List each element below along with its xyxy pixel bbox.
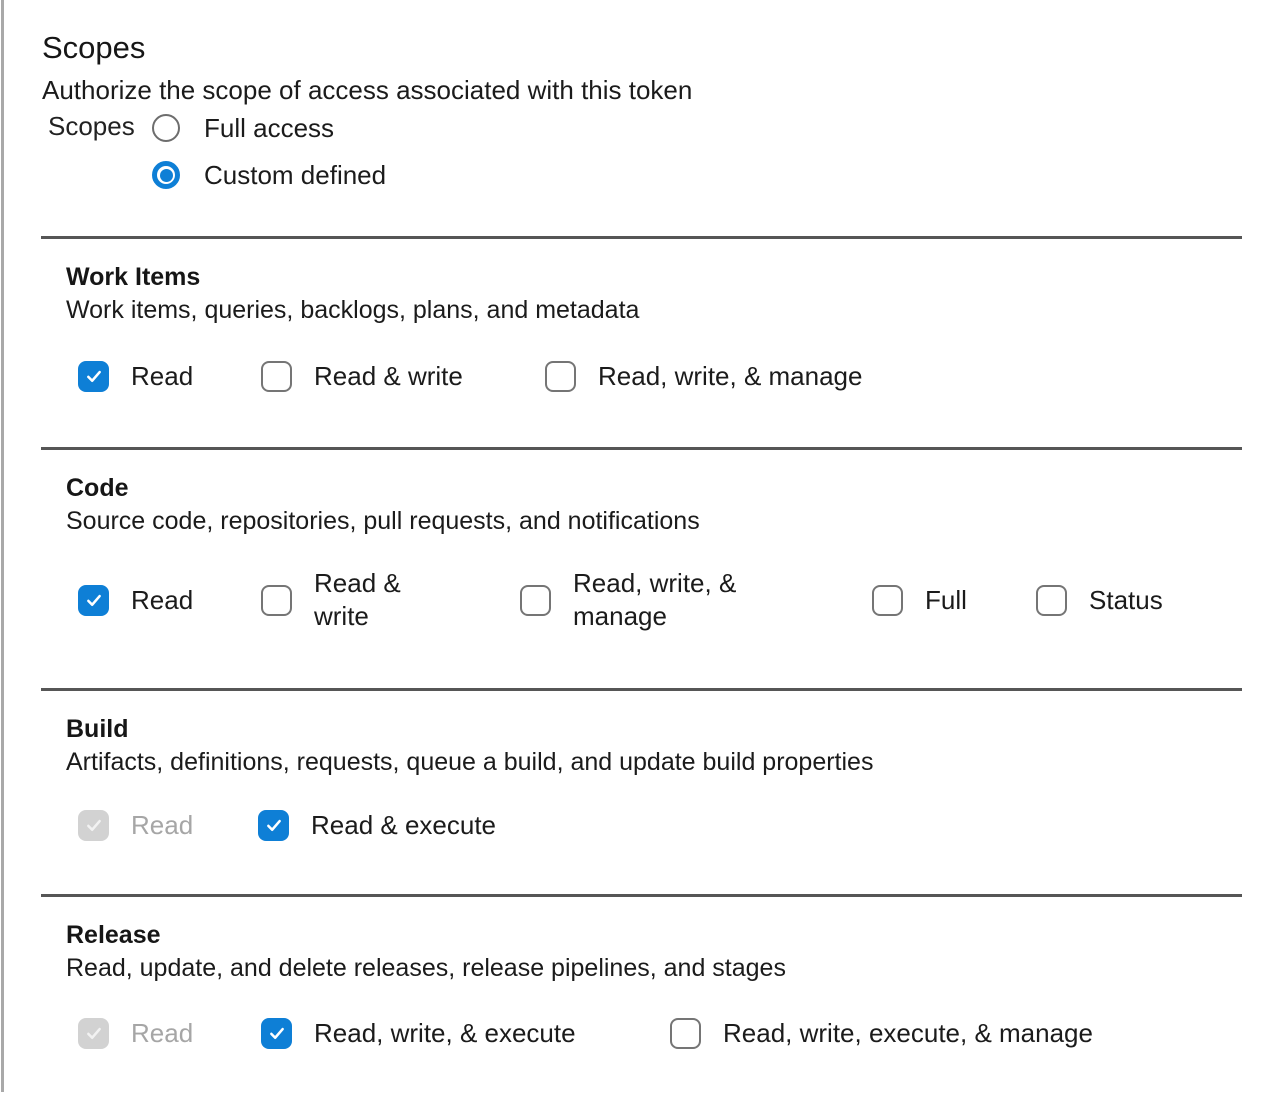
panel-left-border [1, 0, 4, 1092]
checkmark-icon [86, 819, 101, 831]
scope-checkbox-option[interactable]: Read & write [261, 340, 463, 412]
radio-full-access[interactable]: Full access [152, 113, 334, 143]
section-description: Artifacts, definitions, requests, queue … [66, 748, 874, 776]
checkbox[interactable] [261, 584, 292, 616]
scope-checkbox-option[interactable]: Read [78, 340, 193, 412]
checkbox[interactable] [1036, 584, 1067, 616]
checkmark-icon [86, 370, 101, 382]
checkbox[interactable] [261, 1017, 292, 1049]
checkbox[interactable] [78, 360, 109, 392]
radio-icon[interactable] [152, 161, 180, 189]
checkbox-label[interactable]: Read [131, 584, 194, 615]
section-title: Build [66, 715, 129, 743]
section-description: Read, update, and delete releases, relea… [66, 954, 786, 982]
checkmark-icon [266, 819, 281, 831]
checkbox[interactable] [872, 584, 903, 616]
checkbox [78, 1017, 109, 1049]
radio-custom-defined[interactable]: Custom defined [152, 160, 386, 190]
section-title: Code [66, 474, 129, 502]
checkmark-icon [86, 1027, 101, 1039]
scope-checkbox-option[interactable]: Read, write, & manage [520, 564, 758, 636]
checkbox-label[interactable]: Read, write, & execute [314, 1017, 576, 1048]
checkbox-label[interactable]: Read, write, execute, & manage [723, 1017, 1093, 1048]
section-divider [41, 894, 1242, 897]
section-title: Work Items [66, 263, 201, 291]
checkmark-icon [269, 1027, 284, 1039]
radio-dot [159, 168, 173, 182]
checkbox[interactable] [258, 809, 289, 841]
scope-checkbox-option[interactable]: Read, write, & manage [545, 340, 862, 412]
checkbox-label[interactable]: Read, write, & manage [598, 360, 863, 391]
checkbox-label[interactable]: Full [925, 584, 967, 615]
section-description: Work items, queries, backlogs, plans, an… [66, 296, 640, 324]
scopes-field-label: Scopes [48, 111, 135, 141]
scope-section: Build Artifacts, definitions, requests, … [0, 688, 1282, 894]
checkbox-label[interactable]: Read & execute [311, 809, 497, 840]
checkbox-label: Read [131, 1017, 194, 1048]
scope-section: Release Read, update, and delete release… [0, 894, 1282, 1098]
section-divider [41, 236, 1242, 239]
section-divider [41, 447, 1242, 450]
page-title: Scopes [42, 30, 146, 65]
radio-label[interactable]: Custom defined [204, 159, 387, 190]
radio-icon[interactable] [152, 114, 180, 142]
checkbox[interactable] [545, 360, 576, 392]
section-divider [41, 688, 1242, 691]
page-subtitle: Authorize the scope of access associated… [42, 75, 693, 105]
section-description: Source code, repositories, pull requests… [66, 507, 700, 535]
checkbox-label[interactable]: Read [131, 360, 194, 391]
checkbox-label[interactable]: Read & write [314, 568, 401, 631]
checkbox-label[interactable]: Status [1089, 584, 1163, 615]
checkbox[interactable] [261, 360, 292, 392]
scope-checkbox-option: Read [78, 997, 193, 1069]
scope-checkbox-option[interactable]: Read & write [261, 564, 414, 636]
checkbox-label[interactable]: Read, write, & manage [573, 568, 737, 631]
scope-section: Work Items Work items, queries, backlogs… [0, 236, 1282, 447]
radio-label[interactable]: Full access [204, 112, 335, 143]
section-title: Release [66, 921, 161, 949]
checkbox [78, 809, 109, 841]
checkbox[interactable] [520, 584, 551, 616]
scope-checkbox-option[interactable]: Full [872, 564, 967, 636]
scope-checkbox-option: Read [78, 789, 193, 861]
checkbox[interactable] [670, 1017, 701, 1049]
scope-checkbox-option[interactable]: Status [1036, 564, 1163, 636]
checkbox-label[interactable]: Read & write [314, 360, 463, 391]
checkbox-label: Read [131, 809, 194, 840]
checkbox[interactable] [78, 584, 109, 616]
scope-section: Code Source code, repositories, pull req… [0, 447, 1282, 688]
scope-checkbox-option[interactable]: Read & execute [258, 789, 496, 861]
scope-checkbox-option[interactable]: Read, write, execute, & manage [670, 997, 1093, 1069]
scope-checkbox-option[interactable]: Read [78, 564, 193, 636]
scope-checkbox-option[interactable]: Read, write, & execute [261, 997, 576, 1069]
checkmark-icon [86, 594, 101, 606]
